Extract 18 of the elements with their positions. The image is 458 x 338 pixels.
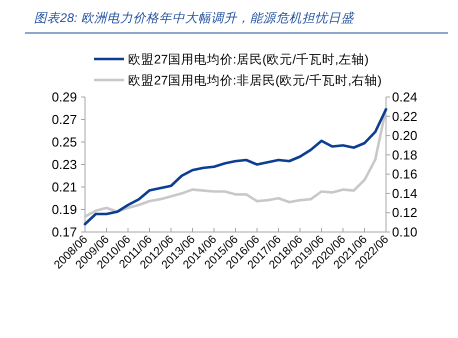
y-tick-label: 0.21 — [52, 180, 77, 194]
y2-tick-label: 0.12 — [392, 205, 418, 220]
y-tick-label: 0.29 — [52, 90, 77, 104]
title: 图表28: 欧洲电力价格年中大幅调升，能源危机担忧日盛 — [34, 11, 354, 25]
y2-tick-label: 0.10 — [392, 224, 418, 240]
y2-tick-label: 0.16 — [392, 166, 418, 182]
legend-label: 欧盟27国用电均价:居民(欧元/千瓦时,左轴) — [128, 52, 369, 66]
y2-tick-label: 0.18 — [392, 147, 418, 162]
y-tick-label: 0.27 — [52, 112, 77, 127]
y-tick-label: 0.25 — [52, 134, 77, 150]
y-tick-label: 0.17 — [52, 224, 77, 240]
y-tick-label: 0.19 — [52, 202, 77, 217]
y2-tick-label: 0.24 — [392, 90, 418, 104]
legend-label: 欧盟27国用电均价:非居民(欧元/千瓦时,右轴) — [128, 74, 382, 88]
y-tick-label: 0.23 — [52, 157, 77, 172]
y2-tick-label: 0.14 — [392, 186, 418, 201]
y2-tick-label: 0.22 — [392, 108, 418, 124]
y2-tick-label: 0.20 — [392, 128, 418, 144]
